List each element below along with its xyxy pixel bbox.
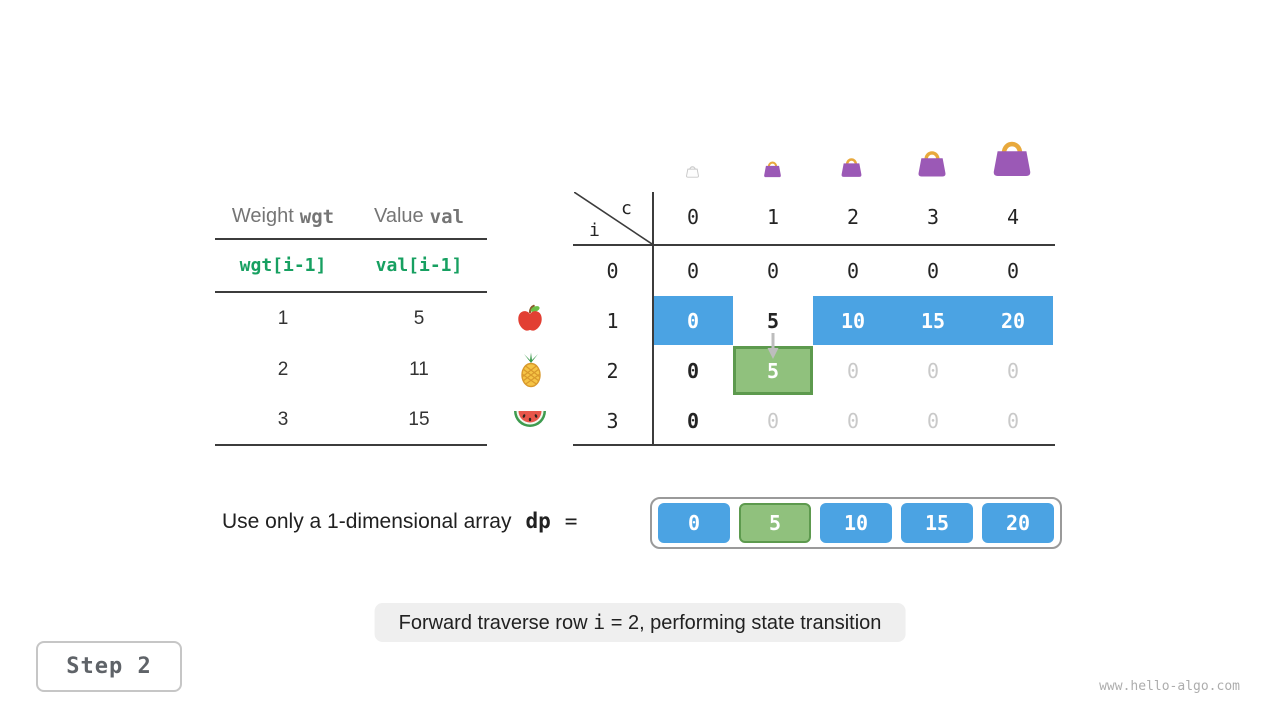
bag-icon (841, 158, 862, 177)
items-table-formula-row: wgt[i-1] val[i-1] (215, 240, 487, 293)
bag-icon (764, 161, 781, 178)
dp-array-cell: 0 (658, 503, 730, 543)
item-weight: 1 (277, 307, 289, 329)
table-row: 1 5 (215, 293, 487, 344)
bag-outline-icon (686, 166, 699, 178)
dp-col-header: 3 (926, 205, 940, 229)
dp-array-cell: 10 (820, 503, 892, 543)
dp-cell-highlight-blue: 20 (973, 296, 1053, 345)
dp-cell-highlight-blue: 0 (653, 296, 733, 345)
dp-array-cell: 20 (982, 503, 1054, 543)
items-table: Weight wgt Value val wgt[i-1] val[i-1] 1… (215, 195, 487, 446)
status-code-i: i (593, 610, 606, 634)
bag-icon (993, 141, 1031, 176)
dp-cell: 0 (766, 258, 780, 283)
corner-diagonal (574, 192, 652, 244)
dp-cell: 0 (1006, 358, 1020, 383)
item-weight: 2 (277, 358, 289, 380)
equals-sign: = (564, 509, 578, 533)
array-caption: Use only a 1-dimensional array dp = (222, 509, 577, 534)
dp-cell: 0 (926, 408, 940, 433)
weight-column-header: Weight wgt (215, 195, 351, 238)
dp-array-cell-highlight-green: 5 (739, 503, 811, 543)
value-formula: val[i-1] (375, 255, 463, 276)
pineapple-icon (521, 352, 541, 388)
dp-row-header: 2 (606, 358, 619, 383)
dp-cell: 0 (846, 358, 860, 383)
dp-table-bottom-line (573, 444, 1055, 446)
table-row: 2 11 (215, 344, 487, 395)
table-row: 3 15 (215, 395, 487, 446)
weight-formula: wgt[i-1] (239, 255, 327, 276)
watermelon-icon (514, 411, 546, 427)
corner-col-label: c (621, 198, 632, 219)
dp-cell-source: 5 (766, 308, 780, 333)
value-header-code: val (429, 205, 464, 228)
item-value: 11 (409, 358, 429, 380)
dp-cell-highlight-blue: 15 (893, 296, 973, 345)
weight-header-text: Weight (231, 205, 294, 227)
dp-col-header: 0 (686, 205, 700, 229)
dp-cell: 0 (686, 408, 700, 433)
dp-array-container: 0 5 10 15 20 (650, 497, 1062, 549)
item-weight: 3 (277, 408, 289, 430)
dp-code-label: dp (525, 509, 551, 533)
dp-cell: 0 (766, 408, 780, 433)
dp-cell: 0 (926, 358, 940, 383)
item-value: 15 (408, 408, 430, 430)
dp-row-header: 3 (606, 408, 619, 433)
dp-cell: 0 (686, 258, 700, 283)
dp-row-header: 0 (606, 258, 619, 283)
dp-cell-highlight-blue: 10 (813, 296, 893, 345)
dp-cell: 0 (926, 258, 940, 283)
step-badge: Step 2 (36, 641, 182, 692)
status-message: Forward traverse row i = 2, performing s… (374, 603, 906, 642)
dp-cell: 0 (686, 358, 700, 383)
dp-col-header: 1 (766, 205, 780, 229)
dp-table-vertical-line (652, 192, 654, 446)
dp-cell: 0 (1006, 258, 1020, 283)
dp-row-header: 1 (606, 308, 619, 333)
dp-array-cell: 15 (901, 503, 973, 543)
weight-header-code: wgt (299, 205, 335, 228)
dp-col-header: 4 (1006, 205, 1020, 229)
value-header-text: Value (374, 205, 424, 227)
corner-row-label: i (589, 220, 600, 241)
dp-cell: 0 (1006, 408, 1020, 433)
value-column-header: Value val (351, 195, 487, 238)
watermark: www.hello-algo.com (1099, 679, 1240, 694)
status-text-after: = 2, performing state transition (605, 612, 882, 634)
status-text-before: Forward traverse row (398, 612, 594, 634)
dp-col-header: 2 (846, 205, 860, 229)
dp-cell: 0 (846, 258, 860, 283)
dp-table-header-line (573, 244, 1055, 246)
dp-cell: 0 (846, 408, 860, 433)
apple-icon (518, 304, 542, 331)
array-caption-text: Use only a 1-dimensional array (222, 510, 512, 533)
state-transition-arrow-icon (767, 333, 779, 359)
item-value: 5 (413, 307, 425, 329)
items-table-header: Weight wgt Value val (215, 195, 487, 240)
bag-icon (918, 151, 946, 177)
